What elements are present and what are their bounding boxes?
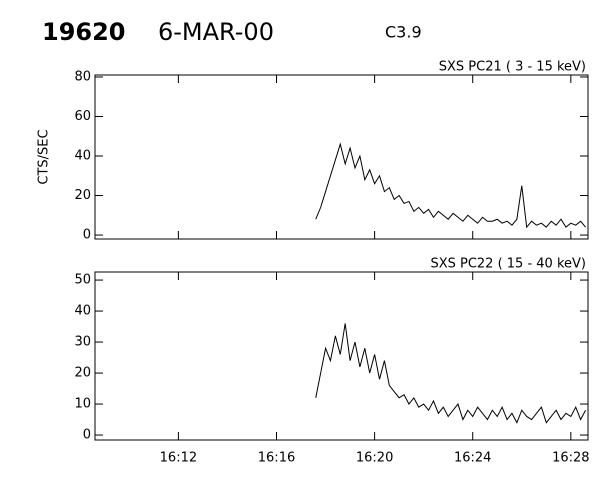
- y-tick-label: 20: [74, 366, 91, 381]
- data-line: [315, 323, 586, 424]
- panel-title: SXS PC22 ( 15 - 40 keV): [430, 257, 586, 272]
- plot-frame: [94, 74, 589, 240]
- x-tick-label: 16:28: [552, 451, 589, 466]
- y-axis-label: CTS/SEC: [37, 129, 52, 184]
- plot-frame: [94, 271, 589, 441]
- flare-class: C3.9: [385, 23, 422, 42]
- y-tick-label: 0: [83, 428, 91, 443]
- y-tick-label: 80: [74, 69, 91, 84]
- y-tick-label: 0: [83, 228, 91, 243]
- y-tick-label: 40: [74, 304, 91, 319]
- event-id: 19620: [42, 18, 126, 46]
- y-tick-label: 60: [74, 109, 91, 124]
- data-line: [315, 142, 586, 229]
- x-tick-label: 16:12: [160, 451, 197, 466]
- x-tick-label: 16:24: [454, 451, 491, 466]
- panel-title: SXS PC21 ( 3 - 15 keV): [439, 60, 586, 75]
- y-tick-label: 50: [74, 273, 91, 288]
- y-tick-label: 30: [74, 335, 91, 350]
- y-tick-label: 20: [74, 188, 91, 203]
- y-tick-label: 10: [74, 397, 91, 412]
- x-tick-label: 16:20: [356, 451, 393, 466]
- y-tick-label: 40: [74, 149, 91, 164]
- x-tick-label: 16:16: [258, 451, 295, 466]
- event-date: 6-MAR-00: [158, 18, 274, 46]
